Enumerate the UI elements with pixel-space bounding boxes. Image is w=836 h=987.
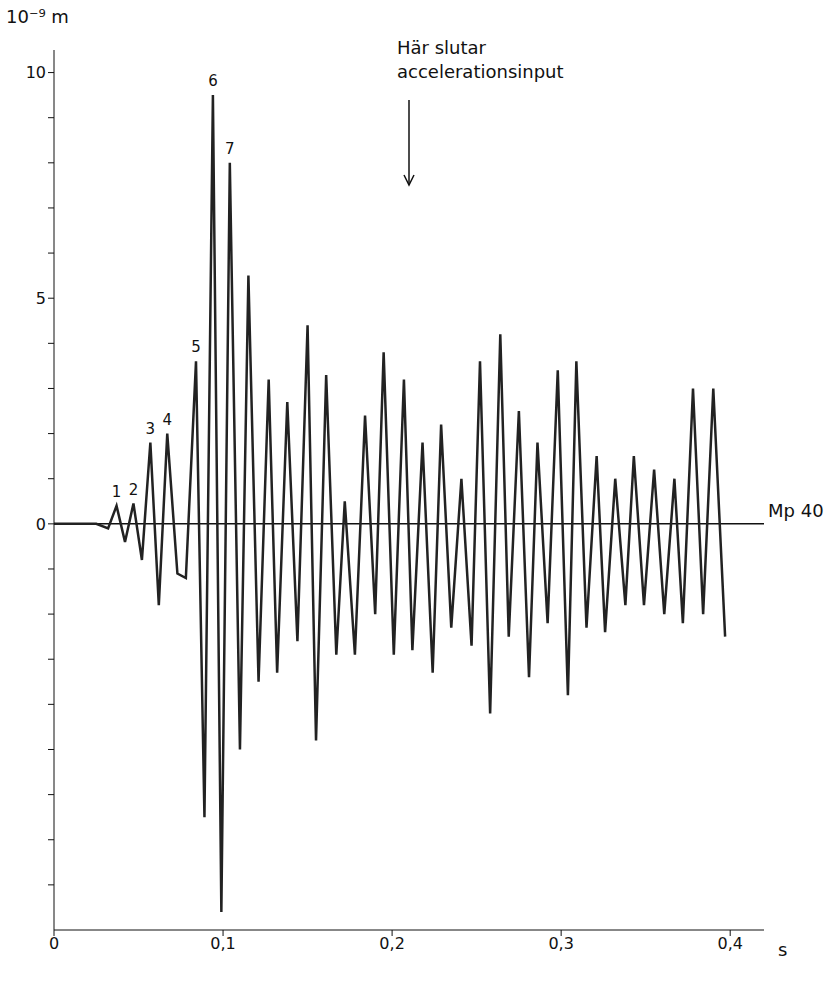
svg-text:6: 6: [208, 72, 218, 90]
svg-text:4: 4: [162, 411, 172, 429]
svg-text:Mp 40: Mp 40: [768, 500, 824, 521]
svg-text:1: 1: [112, 483, 122, 501]
html-text:10⁻⁹ m: 10⁻⁹ m: [6, 6, 69, 27]
svg-text:0,1: 0,1: [210, 934, 235, 953]
svg-text:0,4: 0,4: [717, 934, 742, 953]
svg-text:5: 5: [191, 338, 201, 356]
svg-text:0: 0: [49, 934, 59, 953]
svg-text:0: 0: [36, 515, 46, 534]
svg-text:5: 5: [36, 289, 46, 308]
svg-text:Här slutar: Här slutar: [397, 37, 487, 58]
svg-text:7: 7: [225, 140, 235, 158]
svg-text:0,3: 0,3: [548, 934, 573, 953]
svg-text:0,2: 0,2: [379, 934, 404, 953]
svg-text:2: 2: [129, 481, 139, 499]
svg-text:10: 10: [26, 63, 46, 82]
svg-text:3: 3: [146, 420, 156, 438]
svg-text:s: s: [778, 939, 787, 960]
svg-text:accelerationsinput: accelerationsinput: [397, 61, 564, 82]
